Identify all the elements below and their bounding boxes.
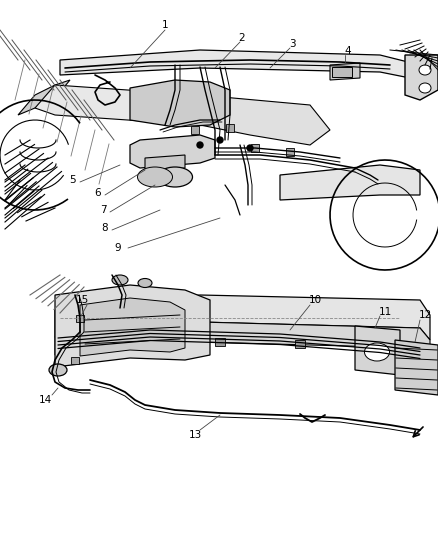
Polygon shape [405,55,438,100]
Polygon shape [200,95,330,145]
Text: 7: 7 [100,205,106,215]
Ellipse shape [138,167,173,187]
Text: 5: 5 [69,175,75,185]
Polygon shape [130,135,215,168]
Polygon shape [55,322,430,360]
Text: 14: 14 [39,395,52,405]
Text: 11: 11 [378,307,392,317]
Polygon shape [130,80,230,127]
Text: 8: 8 [102,223,108,233]
Bar [71,357,79,364]
Ellipse shape [419,65,431,75]
Bar [76,315,84,322]
Ellipse shape [49,364,67,376]
Ellipse shape [419,83,431,93]
Text: 10: 10 [308,295,321,305]
Polygon shape [80,298,185,356]
Polygon shape [55,295,430,340]
Ellipse shape [138,279,152,287]
Bar [226,124,234,132]
Text: 3: 3 [289,39,295,49]
Bar [251,144,259,152]
Circle shape [217,137,223,143]
Circle shape [197,142,203,148]
Polygon shape [330,63,360,80]
Polygon shape [55,285,210,367]
Polygon shape [280,165,420,200]
Circle shape [247,145,253,151]
Bar [286,148,294,156]
Text: 2: 2 [239,33,245,43]
Polygon shape [395,340,438,395]
Text: 1: 1 [162,20,168,30]
Text: 12: 12 [418,310,431,320]
Text: 13: 13 [188,430,201,440]
Polygon shape [355,326,400,375]
Text: 9: 9 [115,243,121,253]
Polygon shape [145,155,185,172]
Polygon shape [60,50,420,80]
Bar [332,67,352,77]
Ellipse shape [364,343,389,361]
Bar [295,340,305,348]
Ellipse shape [158,167,192,187]
Text: 15: 15 [75,295,88,305]
Polygon shape [18,80,70,115]
Text: 6: 6 [95,188,101,198]
Bar [145,336,155,344]
Bar [215,338,225,346]
Polygon shape [35,85,250,125]
Text: 4: 4 [345,46,351,56]
Bar [365,342,375,350]
Ellipse shape [112,275,128,285]
Bar [191,126,199,134]
